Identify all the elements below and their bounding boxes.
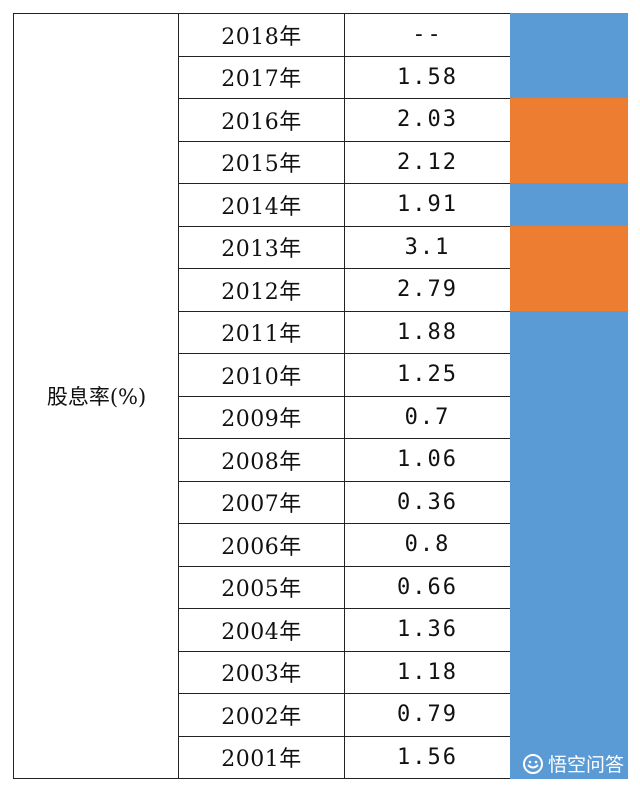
value-cell: 0.66	[397, 574, 458, 600]
band-segment-blue	[510, 608, 628, 652]
year-value-grid: 2018年 -- 2017年 1.58 2016年 2.03 2015年 2.12 2014年 1…	[178, 13, 511, 779]
year-cell: 2012年	[179, 269, 345, 311]
band-segment-blue	[510, 566, 628, 609]
band-segment-blue	[510, 481, 628, 524]
highlight-band	[510, 13, 628, 780]
value-cell: 1.56	[397, 744, 458, 770]
value-cell: 3.1	[404, 234, 451, 260]
table-row: 2017年 1.58	[179, 55, 510, 98]
row-header-label: 股息率(%)	[46, 385, 147, 409]
table-row: 2003年 1.18	[179, 650, 510, 693]
band-segment-orange	[510, 268, 628, 311]
value-cell: 2.03	[397, 107, 458, 133]
year-cell: 2005年	[179, 566, 345, 608]
year-cell: 2002年	[179, 694, 345, 736]
year-cell: 2011年	[179, 311, 345, 353]
table-row: 2006年 0.8	[179, 523, 510, 566]
year-cell: 2001年	[179, 736, 345, 778]
year-cell: 2015年	[179, 141, 345, 183]
value-cell: 0.79	[397, 702, 458, 728]
band-segment-blue	[510, 694, 628, 737]
band-segment-blue	[510, 55, 628, 99]
table-row: 2012年 2.79	[179, 268, 510, 311]
value-cell: 0.7	[404, 404, 451, 430]
value-cell: --	[412, 22, 443, 48]
band-segment-blue	[510, 651, 628, 694]
year-cell: 2008年	[179, 439, 345, 481]
value-cell: 0.8	[404, 532, 451, 558]
value-cell: 1.58	[397, 64, 458, 90]
row-header-cell: 股息率(%)	[13, 13, 179, 779]
value-cell: 1.06	[397, 447, 458, 473]
value-cell: 1.18	[397, 659, 458, 685]
table-row: 2004年 1.36	[179, 608, 510, 651]
table-row: 2010年 1.25	[179, 353, 510, 396]
year-cell: 2010年	[179, 354, 345, 396]
band-segment-blue	[510, 183, 628, 226]
table-row: 2018年 --	[179, 14, 510, 56]
year-cell: 2017年	[179, 56, 345, 98]
value-cell: 0.36	[397, 489, 458, 515]
year-cell: 2004年	[179, 609, 345, 651]
year-cell: 2006年	[179, 524, 345, 566]
table-row: 2001年 1.56	[179, 735, 510, 778]
table-row: 2016年 2.03	[179, 98, 510, 141]
year-cell: 2009年	[179, 396, 345, 438]
year-cell: 2013年	[179, 226, 345, 268]
table-row: 2005年 0.66	[179, 565, 510, 608]
year-cell: 2014年	[179, 184, 345, 226]
year-cell: 2003年	[179, 651, 345, 693]
watermark-text: 悟空问答	[547, 754, 624, 776]
table-row: 2014年 1.91	[179, 183, 510, 226]
wukong-logo-icon	[522, 753, 543, 774]
value-cell: 2.12	[397, 149, 458, 175]
table-row: 2015年 2.12	[179, 140, 510, 183]
table-row: 2009年 0.7	[179, 395, 510, 438]
band-segment-blue	[510, 353, 628, 397]
band-segment-blue	[510, 13, 628, 56]
year-cell: 2018年	[179, 14, 345, 56]
watermark: 悟空问答	[522, 750, 624, 777]
year-cell: 2007年	[179, 481, 345, 523]
table-row: 2011年 1.88	[179, 310, 510, 353]
band-segment-orange	[510, 140, 628, 184]
year-cell: 2016年	[179, 99, 345, 141]
band-segment-orange	[510, 225, 628, 269]
value-cell: 1.88	[397, 319, 458, 345]
band-segment-blue	[510, 523, 628, 567]
value-cell: 1.36	[397, 617, 458, 643]
band-segment-orange	[510, 98, 628, 141]
value-cell: 1.91	[397, 192, 458, 218]
table-row: 2013年 3.1	[179, 225, 510, 268]
band-segment-blue	[510, 396, 628, 439]
band-segment-blue	[510, 310, 628, 354]
table-row: 2008年 1.06	[179, 438, 510, 481]
band-segment-blue	[510, 438, 628, 482]
table-row: 2007年 0.36	[179, 480, 510, 523]
value-cell: 2.79	[397, 277, 458, 303]
value-cell: 1.25	[397, 362, 458, 388]
dividend-yield-table: 股息率(%) 2018年 -- 2017年 1.58 2016年 2.03 2015年 2.1…	[13, 13, 628, 780]
table-row: 2002年 0.79	[179, 693, 510, 736]
